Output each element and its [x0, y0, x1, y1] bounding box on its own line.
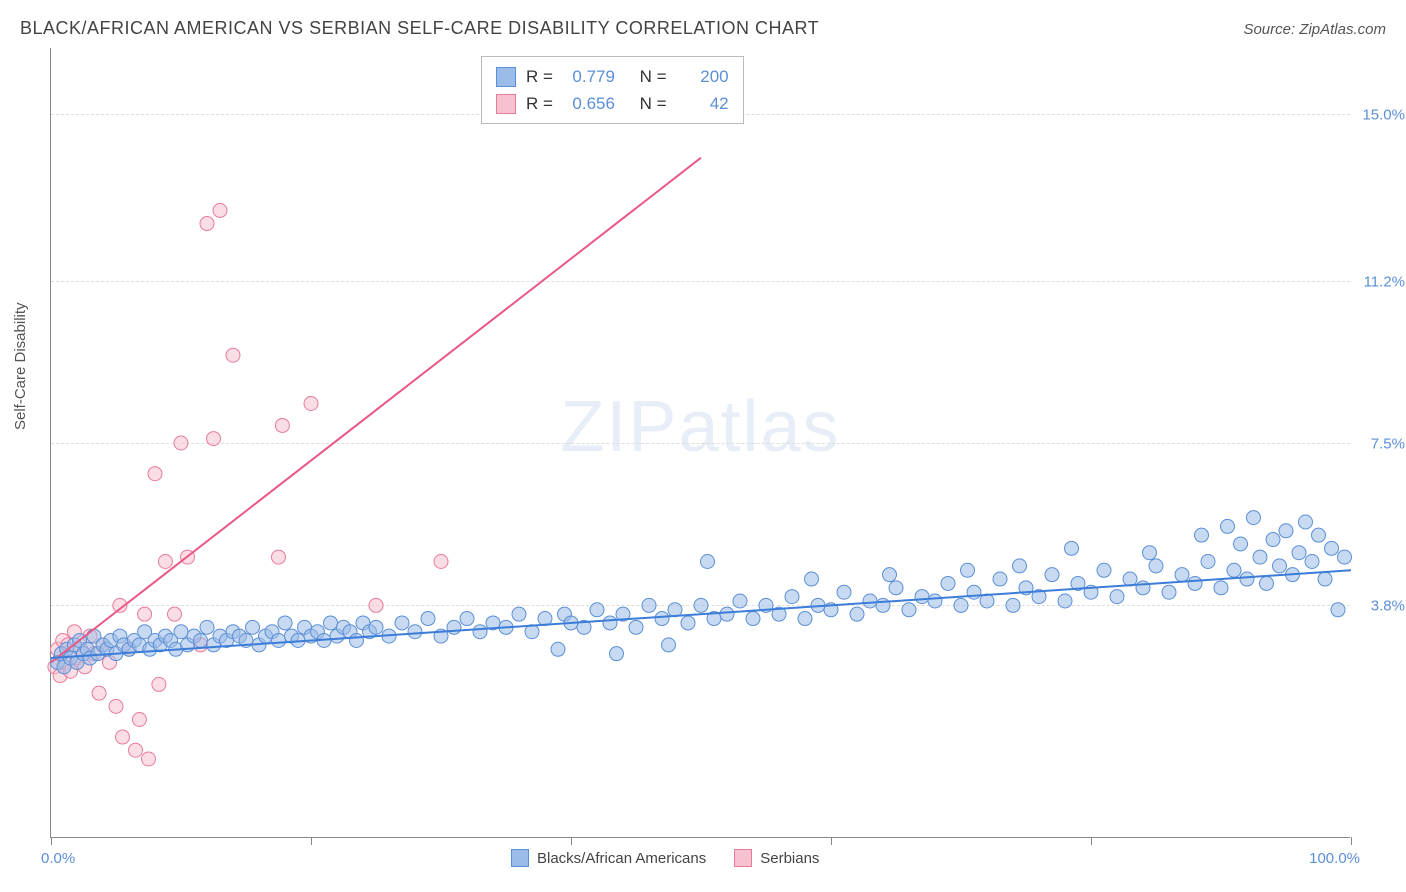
source-attribution: Source: ZipAtlas.com [1243, 21, 1386, 38]
chart-title: BLACK/AFRICAN AMERICAN VS SERBIAN SELF-C… [20, 18, 819, 39]
scatter-plot-svg [51, 48, 1350, 837]
pink-swatch-icon [496, 94, 516, 114]
x-axis-min-label: 0.0% [41, 850, 75, 867]
blue-swatch-icon [496, 67, 516, 87]
stats-row-pink: R = 0.656 N = 42 [496, 90, 729, 117]
blue-swatch-icon [511, 849, 529, 867]
legend-item-pink: Serbians [734, 849, 819, 867]
x-axis-max-label: 100.0% [1309, 850, 1360, 867]
pink-swatch-icon [734, 849, 752, 867]
legend-item-blue: Blacks/African Americans [511, 849, 706, 867]
chart-plot-area: ZIPatlas 3.8%7.5%11.2%15.0% R = 0.779 N … [50, 48, 1350, 838]
series-legend: Blacks/African Americans Serbians [511, 849, 819, 867]
y-axis-label: Self-Care Disability [12, 302, 29, 430]
correlation-stats-legend: R = 0.779 N = 200 R = 0.656 N = 42 [481, 56, 744, 124]
stats-row-blue: R = 0.779 N = 200 [496, 63, 729, 90]
